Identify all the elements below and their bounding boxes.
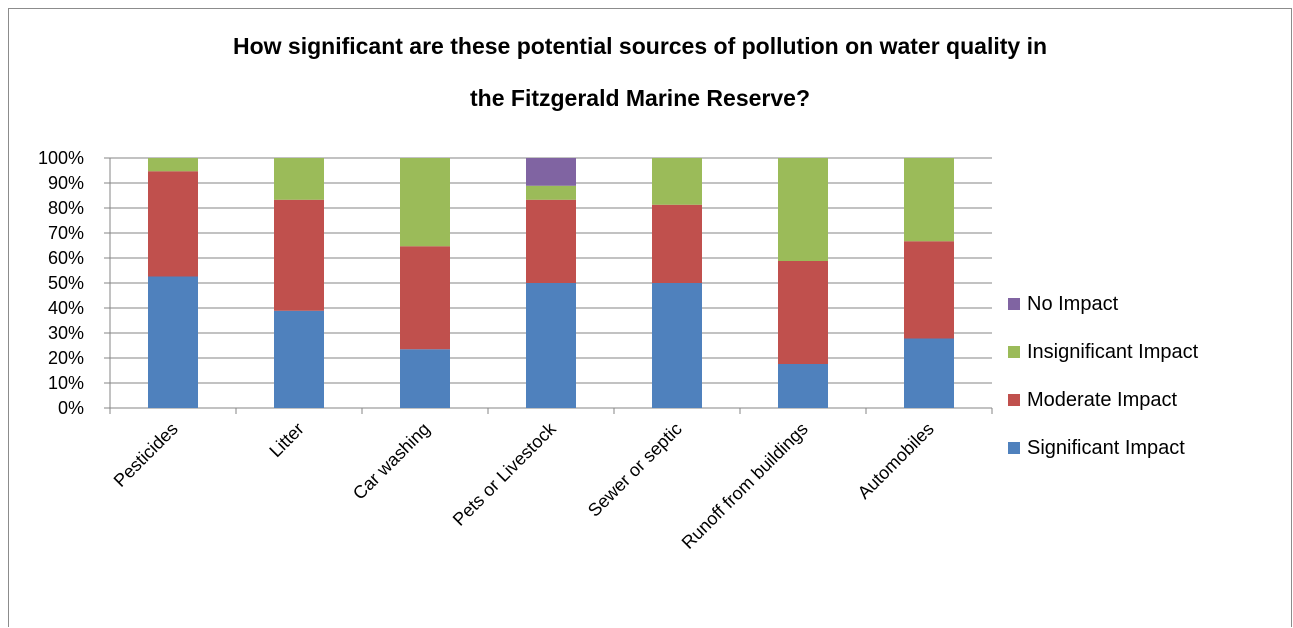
bar-segment xyxy=(778,261,828,364)
legend-label: Moderate Impact xyxy=(1027,389,1178,411)
bar-segment xyxy=(652,283,702,408)
bar-segment xyxy=(400,158,450,247)
bar-segment xyxy=(274,199,324,311)
x-tick-label: Pets or Livestock xyxy=(449,418,561,530)
bar-segment xyxy=(526,158,576,186)
legend-label: No Impact xyxy=(1027,293,1119,315)
y-tick-label: 10% xyxy=(48,373,84,393)
y-tick-label: 60% xyxy=(48,248,84,268)
chart-title: How significant are these potential sour… xyxy=(0,28,1280,132)
bar-segment xyxy=(274,310,324,408)
y-tick-label: 40% xyxy=(48,298,84,318)
x-tick-label: Litter xyxy=(265,419,307,461)
bar-segment xyxy=(274,158,324,200)
bar-segment xyxy=(526,283,576,408)
chart-title-line-1: How significant are these potential sour… xyxy=(232,33,1048,59)
bar-segment xyxy=(526,185,576,200)
chart-frame xyxy=(8,8,1292,627)
bar-segment xyxy=(652,204,702,283)
bar-segment xyxy=(904,338,954,408)
y-tick-label: 80% xyxy=(48,198,84,218)
bar-segment xyxy=(148,158,198,172)
y-tick-label: 0% xyxy=(58,398,84,418)
legend-swatch xyxy=(1008,442,1020,454)
bar-segment xyxy=(904,158,954,242)
bar-segment xyxy=(778,364,828,408)
bar-segment xyxy=(400,349,450,408)
chart-title-line-2: the Fitzgerald Marine Reserve? xyxy=(470,85,810,111)
legend-swatch xyxy=(1008,346,1020,358)
bar-segment xyxy=(652,158,702,205)
bar-segment xyxy=(778,158,828,261)
y-tick-label: 30% xyxy=(48,323,84,343)
legend-swatch xyxy=(1008,394,1020,406)
y-tick-label: 90% xyxy=(48,173,84,193)
legend-label: Insignificant Impact xyxy=(1027,341,1199,363)
y-tick-label: 50% xyxy=(48,273,84,293)
x-tick-label: Car washing xyxy=(349,419,434,504)
x-tick-label: Sewer or septic xyxy=(584,419,686,521)
y-tick-label: 70% xyxy=(48,223,84,243)
x-tick-label: Automobiles xyxy=(854,419,938,503)
bar-segment xyxy=(148,276,198,408)
x-tick-label: Runoff from buildings xyxy=(678,419,812,553)
legend-label: Significant Impact xyxy=(1027,437,1185,459)
bar-segment xyxy=(400,246,450,350)
y-tick-label: 20% xyxy=(48,348,84,368)
y-tick-label: 100% xyxy=(38,148,84,168)
x-tick-label: Pesticides xyxy=(110,419,182,491)
bar-segment xyxy=(904,241,954,339)
legend-swatch xyxy=(1008,298,1020,310)
bar-segment xyxy=(526,199,576,283)
bar-segment xyxy=(148,171,198,277)
